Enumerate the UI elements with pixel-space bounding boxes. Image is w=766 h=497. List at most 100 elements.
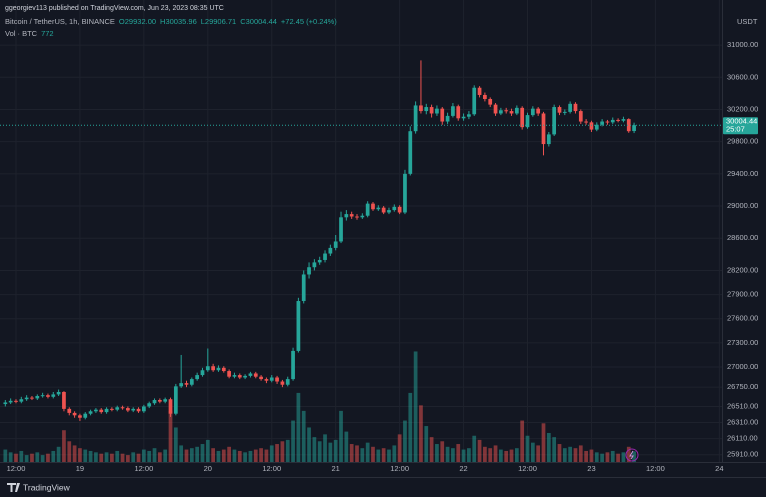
volume-bar bbox=[360, 448, 365, 462]
volume-bar bbox=[403, 420, 407, 462]
candle-body bbox=[189, 379, 194, 385]
volume-bar bbox=[3, 449, 8, 462]
volume-bar bbox=[104, 452, 109, 462]
volume-bar bbox=[205, 439, 210, 462]
candle-body bbox=[248, 373, 253, 376]
volume-bar bbox=[562, 448, 567, 462]
currency: USDT bbox=[737, 17, 758, 26]
volume-bar bbox=[110, 453, 114, 462]
candle-body bbox=[509, 111, 514, 114]
last-price-box bbox=[723, 117, 758, 135]
x-tick-label: 12:00 bbox=[262, 464, 281, 473]
candle-body bbox=[408, 131, 413, 174]
volume-bar bbox=[435, 444, 439, 462]
volume-bar bbox=[530, 442, 535, 462]
candle-body bbox=[301, 274, 306, 302]
candle-body bbox=[323, 253, 327, 260]
volume-bar bbox=[221, 449, 226, 462]
volume-bar bbox=[339, 410, 343, 462]
volume-bar bbox=[232, 449, 237, 462]
x-tick-label: 21 bbox=[332, 464, 340, 473]
volume-bar bbox=[493, 445, 498, 462]
volume-bar bbox=[120, 453, 125, 462]
y-tick-label: 25910.00 bbox=[727, 450, 758, 459]
candle-body bbox=[413, 105, 418, 132]
volume-bar bbox=[99, 453, 104, 462]
candle-body bbox=[19, 399, 24, 402]
candle-body bbox=[483, 94, 487, 99]
volume-bar bbox=[152, 448, 157, 462]
candle-body bbox=[504, 110, 509, 112]
candle-body bbox=[40, 395, 45, 397]
brand: TradingView bbox=[23, 482, 71, 492]
candle-body bbox=[605, 121, 610, 123]
candle-body bbox=[381, 207, 386, 213]
x-tick-label: 24 bbox=[715, 464, 723, 473]
candle-body bbox=[616, 119, 620, 121]
candle-body bbox=[589, 122, 594, 130]
candle-body bbox=[24, 397, 29, 400]
volume-bar bbox=[51, 450, 56, 462]
volume-bar bbox=[179, 445, 184, 462]
candle-body bbox=[72, 412, 77, 416]
candle-body bbox=[104, 408, 109, 413]
candle-body bbox=[94, 409, 98, 412]
event-icon-bolt bbox=[629, 450, 634, 460]
candle-body bbox=[200, 370, 205, 376]
volume-bar bbox=[408, 392, 413, 462]
volume-bar bbox=[349, 444, 354, 462]
candle-body bbox=[530, 108, 535, 116]
ohlc-label: H30035.96 bbox=[160, 17, 197, 26]
volume-bar bbox=[35, 452, 40, 462]
volume-bar bbox=[387, 449, 391, 462]
candle-body bbox=[546, 134, 551, 145]
candle-body bbox=[227, 371, 231, 377]
candle-body bbox=[461, 116, 466, 119]
y-tick-label: 30200.00 bbox=[727, 104, 758, 113]
candle-body bbox=[78, 415, 82, 418]
candle-body bbox=[349, 214, 354, 217]
volume-bar bbox=[557, 444, 562, 462]
candle-body bbox=[371, 203, 375, 210]
candle-body bbox=[88, 411, 93, 414]
x-tick-label: 12:00 bbox=[518, 464, 537, 473]
event-icon[interactable] bbox=[625, 448, 639, 462]
volume-bar bbox=[195, 446, 200, 462]
candle-body bbox=[435, 108, 439, 114]
grid bbox=[0, 0, 722, 462]
candle-body bbox=[237, 375, 242, 378]
volume-bar bbox=[397, 434, 402, 462]
volume-bar bbox=[248, 450, 253, 462]
candle-body bbox=[557, 107, 562, 113]
volume-bar bbox=[189, 448, 194, 462]
candle-body bbox=[355, 216, 359, 218]
x-tick-label: 12:00 bbox=[7, 464, 26, 473]
volume-bar bbox=[536, 445, 541, 462]
volume-bar bbox=[253, 449, 258, 462]
volume-bar bbox=[424, 426, 429, 462]
volume-bar bbox=[429, 437, 434, 462]
volume-bar bbox=[621, 452, 626, 462]
candle-body bbox=[115, 407, 120, 410]
candle-body bbox=[445, 115, 450, 122]
volume-bar bbox=[317, 441, 322, 462]
candle-body bbox=[35, 396, 40, 399]
candle-body bbox=[477, 87, 482, 95]
volume-bar bbox=[371, 446, 375, 462]
candle-body bbox=[568, 103, 573, 112]
candle-body bbox=[552, 107, 557, 135]
volume-bar bbox=[477, 439, 482, 462]
volume-bar bbox=[520, 420, 525, 462]
volume-bar bbox=[94, 452, 98, 462]
candle-body bbox=[211, 366, 216, 371]
volume-bar bbox=[451, 448, 455, 462]
attribution: ggeorgiev113 published on TradingView.co… bbox=[5, 5, 224, 12]
candle-body bbox=[392, 206, 397, 211]
volume-bar bbox=[88, 450, 93, 462]
candle-body bbox=[493, 104, 498, 114]
candle-body bbox=[541, 113, 546, 145]
volume-bar bbox=[610, 450, 615, 462]
candle-body bbox=[8, 400, 13, 403]
volume-bar bbox=[83, 449, 88, 462]
